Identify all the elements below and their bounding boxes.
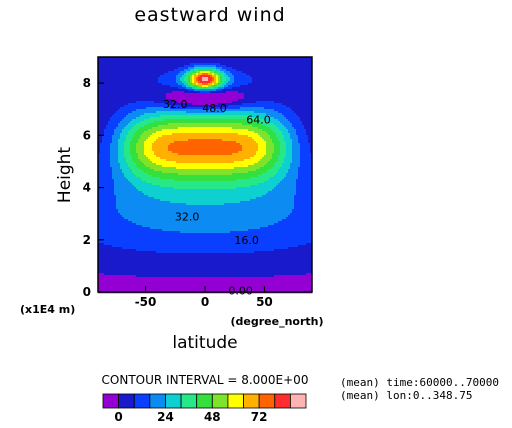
plot-frame (97, 56, 313, 293)
y-tick-label: 2 (83, 233, 91, 247)
x-axis-unit: (degree_north) (230, 315, 323, 328)
annotation-time: (mean) time:60000..70000 (340, 376, 499, 389)
y-tick-label: 6 (83, 128, 91, 142)
y-tick-label: 0 (83, 285, 91, 299)
x-tick-label: 0 (201, 295, 209, 309)
x-tick-label: -50 (135, 295, 157, 309)
y-tick-label: 8 (83, 76, 91, 90)
y-axis-title: Height (55, 147, 75, 204)
annotation-lon: (mean) lon:0..348.75 (340, 389, 473, 402)
colorbar-swatch (118, 393, 135, 409)
contour-field (98, 57, 313, 294)
contour-label: 0.00 (228, 285, 253, 298)
colorbar-swatch (149, 393, 166, 409)
colorbar-swatch (258, 393, 276, 409)
colorbar-swatch (196, 393, 213, 409)
colorbar-swatch (165, 393, 182, 409)
colorbar-swatch (102, 393, 120, 409)
colorbar-swatch (227, 393, 244, 409)
contour-label: 64.0 (246, 114, 271, 127)
colorbar: CONTOUR INTERVAL = 8.000E+00 0 24 48 72 (102, 373, 309, 424)
colorbar-swatch (274, 393, 291, 409)
colorbar-tick-label: 48 (204, 410, 221, 424)
y-tick-label: 4 (83, 181, 91, 195)
colorbar-tick-label: 24 (157, 410, 174, 424)
contour-label: 32.0 (163, 98, 188, 111)
colorbar-swatch (133, 393, 151, 409)
colorbar-swatch (289, 393, 307, 409)
contour-label: 32.0 (175, 210, 200, 223)
x-axis-title: latitude (172, 333, 237, 353)
x-tick-label: 50 (256, 295, 273, 309)
axis-labels: -50 0 50 0 2 4 6 8 latitude (degree_north) (x1E4 m… (20, 76, 324, 353)
colorbar-tick-label: 0 (114, 410, 122, 424)
colorbar-swatch (211, 393, 229, 409)
colorbar-tick-label: 72 (251, 410, 268, 424)
y-axis-unit: (x1E4 m) (20, 303, 75, 316)
contour-interval-label: CONTOUR INTERVAL = 8.000E+00 (102, 373, 309, 387)
contour-label: 16.0 (234, 234, 259, 247)
colorbar-swatch (180, 393, 198, 409)
chart-title: eastward wind (134, 4, 286, 26)
contour-label: 48.0 (202, 102, 227, 115)
colorbar-swatch (243, 393, 260, 409)
